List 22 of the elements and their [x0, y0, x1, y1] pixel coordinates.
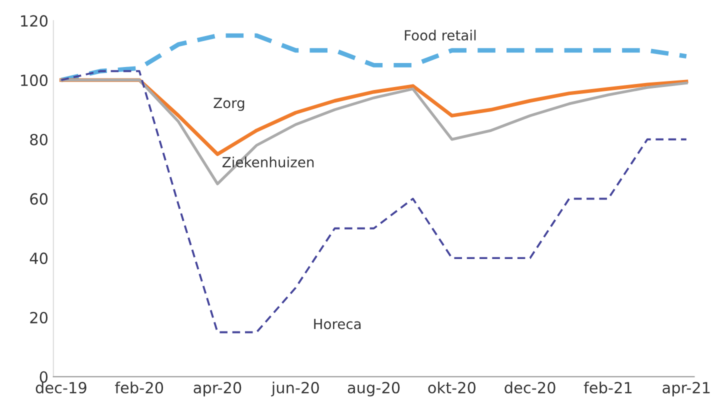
y-tick-label: 20 [30, 312, 48, 324]
y-tick-label: 120 [21, 15, 48, 27]
x-tick-label: dec-20 [504, 382, 556, 394]
text: Horeca [314, 318, 361, 330]
x-tick-label: okt-20 [428, 382, 476, 394]
x-tick-label: jun-20 [271, 382, 319, 396]
y-tick-label: 0 [40, 371, 48, 383]
y-tick-label: 60 [30, 193, 48, 205]
line-series [60, 70, 688, 334]
line-series [60, 78, 688, 186]
x-tick-label: feb-21 [584, 382, 632, 394]
y-tick-label: 80 [30, 134, 48, 146]
x-tick-label: dec-19 [36, 382, 86, 394]
x-tick-label: aug-20 [348, 382, 400, 396]
y-tick-label: 100 [21, 74, 48, 86]
series-label: Food retail [404, 30, 476, 41]
x-tick-label: apr-20 [194, 382, 242, 396]
y-tick-label: 40 [30, 252, 48, 264]
series-label: Ziekenhuizen [222, 156, 314, 168]
series-label: Zorg [214, 98, 244, 111]
x-tick-label: feb-20 [114, 382, 164, 394]
x-tick-label: apr-21 [662, 382, 710, 396]
